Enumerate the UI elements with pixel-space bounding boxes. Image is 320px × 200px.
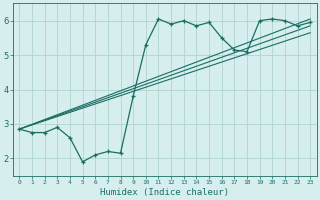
X-axis label: Humidex (Indice chaleur): Humidex (Indice chaleur) [100,188,229,197]
